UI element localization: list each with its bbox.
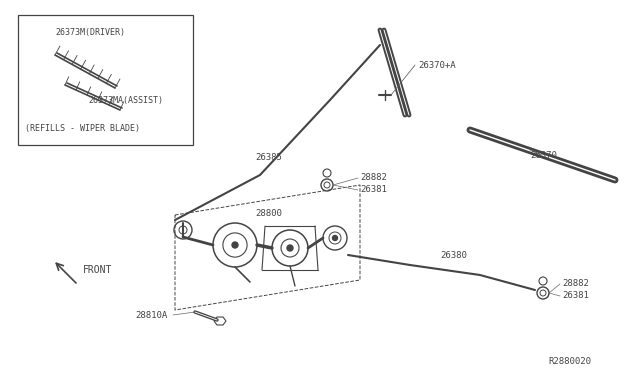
Text: 26370+A: 26370+A: [418, 61, 456, 70]
Text: 28882: 28882: [360, 173, 387, 183]
Text: 26373MA(ASSIST): 26373MA(ASSIST): [88, 96, 163, 105]
Text: 28810A: 28810A: [135, 311, 167, 320]
Text: 26370: 26370: [530, 151, 557, 160]
Text: R2880020: R2880020: [548, 357, 591, 366]
Circle shape: [232, 242, 238, 248]
Text: 26385: 26385: [255, 154, 282, 163]
Circle shape: [333, 235, 337, 241]
Text: 26373M(DRIVER): 26373M(DRIVER): [55, 28, 125, 36]
Text: 28882: 28882: [562, 279, 589, 289]
Text: 26380: 26380: [440, 250, 467, 260]
Text: FRONT: FRONT: [83, 265, 113, 275]
Text: 26381: 26381: [562, 292, 589, 301]
Circle shape: [287, 245, 293, 251]
Text: 26381: 26381: [360, 186, 387, 195]
Bar: [18, 15, 193, 145]
Text: 28800: 28800: [255, 208, 282, 218]
Text: (REFILLS - WIPER BLADE): (REFILLS - WIPER BLADE): [25, 124, 140, 132]
